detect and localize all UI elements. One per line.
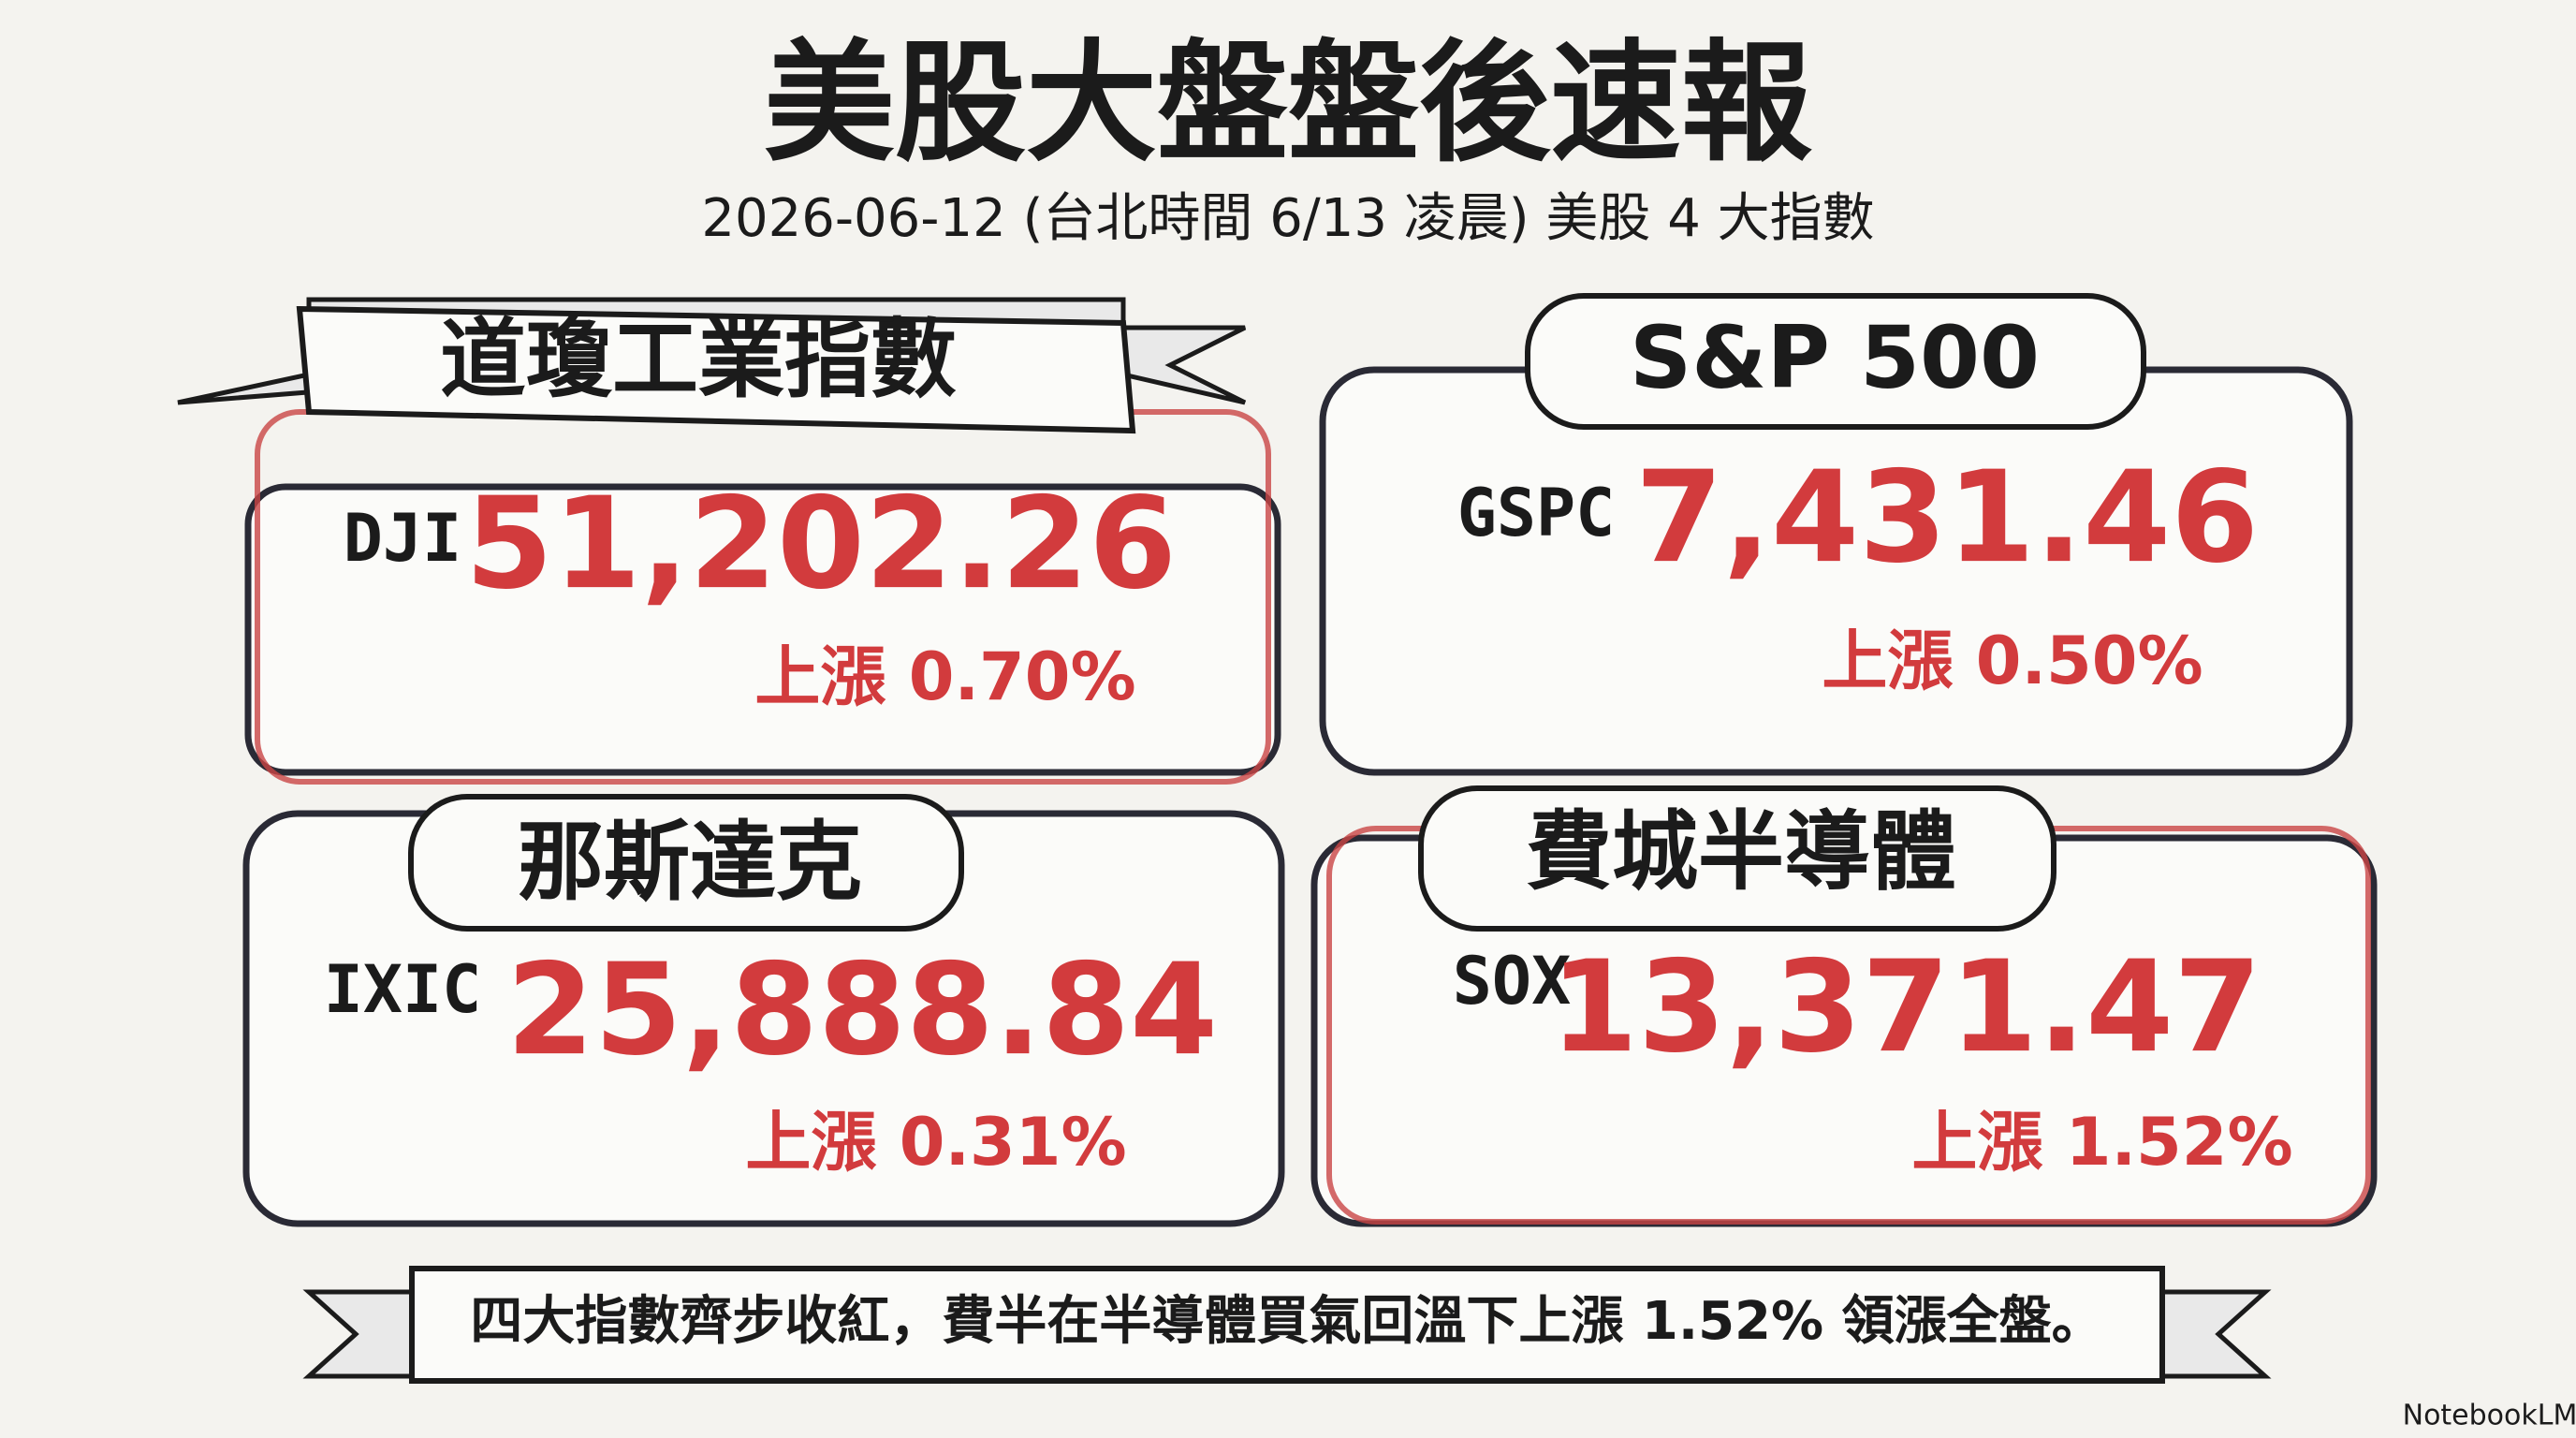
card-ixic: 那斯達克 IXIC 25,888.84 上漲 0.31% — [242, 794, 1285, 1227]
card-code: SOX — [1453, 943, 1571, 1020]
card-pill — [408, 794, 964, 932]
card-code: IXIC — [324, 951, 482, 1028]
card-name: 道瓊工業指數 — [440, 309, 957, 409]
card-name: 那斯達克 — [518, 812, 862, 912]
card-box — [244, 483, 1281, 776]
card-dji: 道瓊工業指數 DJI 51,202.26 上漲 0.70% — [177, 297, 1281, 785]
card-value: 25,888.84 — [506, 936, 1218, 1083]
card-change: 上漲 1.52% — [1911, 1104, 2292, 1181]
card-code: GSPC — [1457, 475, 1616, 551]
card-value: 13,371.47 — [1550, 933, 2261, 1080]
card-pill — [1525, 293, 2146, 430]
card-pill — [1418, 785, 2056, 932]
ribbon — [296, 305, 1136, 434]
card-name: S&P 500 — [1630, 307, 2040, 407]
footer-note: 四大指數齊步收紅，費半在半導體買氣回溫下上漲 1.52% 領漲全盤。 — [470, 1291, 2103, 1352]
brand: NotebookLM — [2403, 1400, 2576, 1432]
card-value: 7,431.46 — [1635, 444, 2259, 591]
title: 美股大盤盤後速報 — [764, 28, 1812, 181]
ribbon — [409, 1266, 2165, 1384]
card-code: DJI — [344, 500, 461, 577]
card-change: 上漲 0.50% — [1822, 623, 2203, 699]
card-change: 上漲 0.70% — [754, 638, 1135, 715]
card-sox: 費城半導體 SOX 13,371.47 上漲 1.52% — [1310, 785, 2378, 1227]
subtitle: 2026-06-12 (台北時間 6/13 凌晨) 美股 4 大指數 — [701, 188, 1874, 249]
footer-banner: 四大指數齊步收紅，費半在半導體買氣回溫下上漲 1.52% 領漲全盤。 — [302, 1266, 2272, 1384]
card-name: 費城半導體 — [1526, 801, 1956, 902]
card-change: 上漲 0.31% — [745, 1104, 1126, 1181]
card-gspc: S&P 500 GSPC 7,431.46 上漲 0.50% — [1319, 293, 2353, 776]
card-value: 51,202.26 — [465, 470, 1177, 617]
